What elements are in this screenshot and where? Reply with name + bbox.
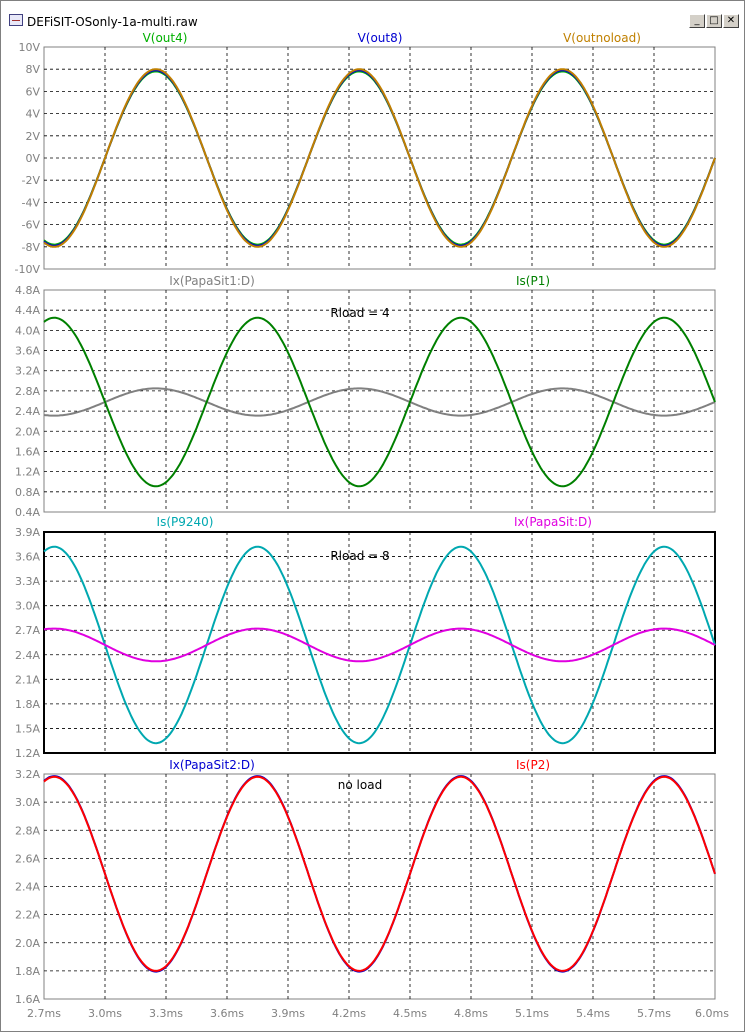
y-tick-label: -8V: [22, 241, 41, 254]
y-tick-label: -4V: [22, 196, 41, 209]
y-tick-label: 4V: [25, 108, 40, 121]
y-tick-label: 1.5A: [15, 722, 40, 735]
y-tick-label: 2.4A: [15, 881, 40, 894]
x-tick-label: 2.7ms: [27, 1007, 61, 1020]
series-label[interactable]: V(outnoload): [563, 31, 641, 45]
series-label[interactable]: Ix(PapaSit2:D): [169, 758, 255, 772]
x-tick-label: 3.0ms: [88, 1007, 122, 1020]
y-tick-label: 1.6A: [15, 445, 40, 458]
y-tick-label: -6V: [22, 219, 41, 232]
y-tick-label: 3.6A: [15, 551, 40, 564]
x-tick-label: 5.7ms: [637, 1007, 671, 1020]
y-tick-label: 10V: [18, 41, 40, 54]
title-bar[interactable]: DEFiSIT-OSonly-1a-multi.raw _ □ ✕: [3, 3, 742, 33]
x-tick-label: 6.0ms: [695, 1007, 729, 1020]
window-title: DEFiSIT-OSonly-1a-multi.raw: [27, 15, 198, 29]
y-tick-label: 2.6A: [15, 852, 40, 865]
x-tick-label: 3.9ms: [271, 1007, 305, 1020]
y-tick-label: 3.0A: [15, 796, 40, 809]
y-tick-label: 2.1A: [15, 673, 40, 686]
y-tick-label: -2V: [22, 174, 41, 187]
series-label[interactable]: V(out8): [358, 31, 403, 45]
y-tick-label: 6V: [25, 85, 40, 98]
y-tick-label: 1.2A: [15, 466, 40, 479]
y-tick-label: 2.8A: [15, 824, 40, 837]
pane-annotation: Rload = 4: [330, 306, 389, 320]
y-tick-label: 3.2A: [15, 365, 40, 378]
series-label[interactable]: V(out4): [143, 31, 188, 45]
y-tick-label: 1.8A: [15, 698, 40, 711]
series-label[interactable]: Ix(PapaSit1:D): [169, 274, 255, 288]
y-tick-label: 2.0A: [15, 937, 40, 950]
y-tick-label: 1.6A: [15, 993, 40, 1006]
y-tick-label: 3.3A: [15, 575, 40, 588]
y-tick-label: 0V: [25, 152, 40, 165]
x-tick-label: 4.5ms: [393, 1007, 427, 1020]
y-tick-label: 2.2A: [15, 909, 40, 922]
y-tick-label: 4.8A: [15, 284, 40, 297]
series-trace-is-p9240-[interactable]: [43, 545, 716, 745]
x-tick-label: 5.1ms: [515, 1007, 549, 1020]
y-tick-label: 8V: [25, 63, 40, 76]
y-tick-label: 2.0A: [15, 425, 40, 438]
series-trace-ix-papasit-d-[interactable]: [43, 627, 716, 663]
x-tick-label: 4.2ms: [332, 1007, 366, 1020]
x-tick-label: 4.8ms: [454, 1007, 488, 1020]
y-tick-label: 2.4A: [15, 649, 40, 662]
series-label[interactable]: Is(P1): [516, 274, 550, 288]
x-tick-label: 3.3ms: [149, 1007, 183, 1020]
y-tick-label: 2.4A: [15, 405, 40, 418]
y-tick-label: 3.0A: [15, 600, 40, 613]
y-tick-label: 1.2A: [15, 747, 40, 760]
pane-annotation: Rload = 8: [330, 549, 389, 563]
y-tick-label: 1.8A: [15, 965, 40, 978]
series-trace-ix-papasit1-d-[interactable]: [43, 387, 716, 417]
series-trace-v-outnoload-[interactable]: [43, 68, 716, 248]
y-tick-label: 3.2A: [15, 768, 40, 781]
close-button[interactable]: ✕: [723, 14, 739, 28]
y-tick-label: 4.0A: [15, 324, 40, 337]
y-tick-label: 3.9A: [15, 526, 40, 539]
series-trace-is-p2-[interactable]: [43, 775, 716, 972]
y-tick-label: 2.8A: [15, 385, 40, 398]
series-label[interactable]: Is(P2): [516, 758, 550, 772]
series-label[interactable]: Is(P9240): [157, 515, 214, 529]
pane-annotation: no load: [338, 778, 382, 792]
y-tick-label: 4.4A: [15, 304, 40, 317]
y-tick-label: -10V: [15, 263, 41, 276]
x-tick-label: 3.6ms: [210, 1007, 244, 1020]
maximize-button[interactable]: □: [706, 14, 722, 28]
y-tick-label: 0.8A: [15, 486, 40, 499]
series-label[interactable]: Ix(PapaSit:D): [514, 515, 592, 529]
series-trace-is-p1-[interactable]: [43, 316, 716, 488]
minimize-button[interactable]: _: [689, 14, 705, 28]
y-tick-label: 2V: [25, 130, 40, 143]
y-tick-label: 0.4A: [15, 506, 40, 519]
waveform-app-icon: [9, 14, 23, 26]
y-tick-label: 3.6A: [15, 345, 40, 358]
x-tick-label: 5.4ms: [576, 1007, 610, 1020]
y-tick-label: 2.7A: [15, 624, 40, 637]
